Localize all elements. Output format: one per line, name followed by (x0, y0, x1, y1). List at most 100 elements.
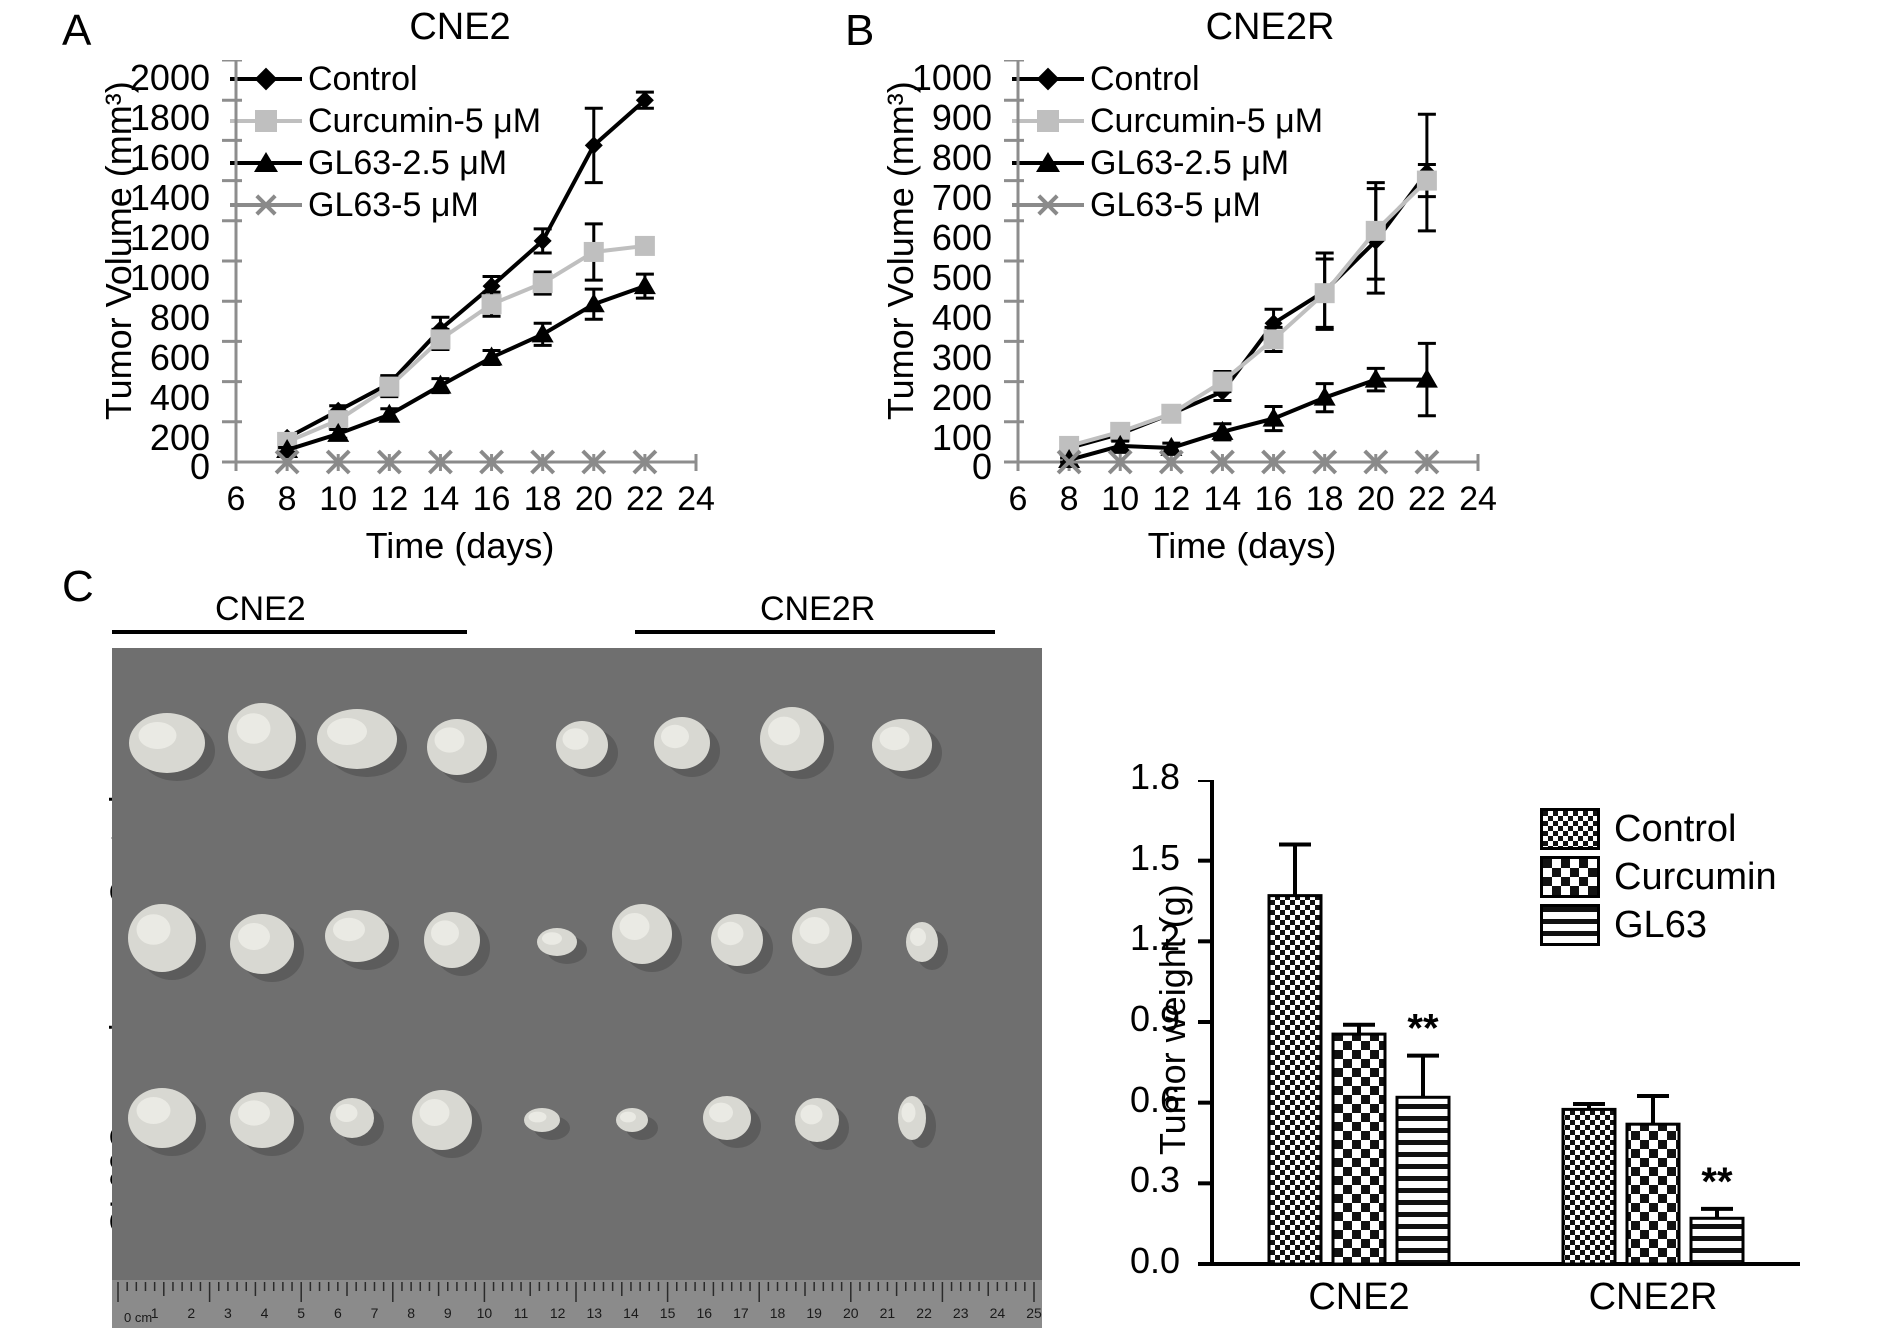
svg-text:11: 11 (514, 1305, 529, 1321)
panel-b-plot (1004, 60, 1480, 475)
panel-a-plot (222, 60, 698, 475)
panel-b-ytick: 600 (931, 217, 992, 258)
svg-text:5: 5 (297, 1305, 305, 1321)
bar-y-tick-label: 0.6 (1129, 1078, 1180, 1120)
svg-text:25: 25 (1026, 1305, 1042, 1321)
x-tick-label: 6 (226, 480, 246, 518)
x-tick-label: 6 (1008, 480, 1028, 518)
x-tick-label: 20 (574, 480, 613, 518)
svg-text:0 cm: 0 cm (124, 1310, 152, 1325)
panel-b-title: CNE2R (1205, 6, 1335, 48)
legend-item-curcumin[interactable]: Curcumin-5 μM (230, 100, 541, 142)
panel-a-ytick: 1800 (129, 97, 210, 138)
legend-item-control[interactable]: Control (230, 58, 541, 100)
svg-text:16: 16 (696, 1305, 712, 1321)
svg-text:**: ** (1701, 1160, 1733, 1204)
legend-item-gl63-25[interactable]: GL63-2.5 μM (1012, 142, 1323, 184)
svg-text:21: 21 (880, 1305, 896, 1321)
panel-b-ytick: 300 (931, 337, 992, 378)
legend-item-control[interactable]: Control (1012, 58, 1323, 100)
svg-text:9: 9 (444, 1305, 452, 1321)
x-tick-label: 24 (677, 480, 715, 518)
gl63-25-marker-icon (1012, 148, 1084, 178)
x-tick-label: 8 (277, 480, 297, 518)
x-tick-label: 24 (1459, 480, 1497, 518)
svg-text:2: 2 (187, 1305, 195, 1321)
bar-legend-swatch-bold-checker (1540, 856, 1600, 898)
bar-legend-label: Curcumin (1614, 856, 1777, 898)
svg-text:15: 15 (660, 1305, 676, 1321)
legend-label: GL63-2.5 μM (1090, 144, 1290, 182)
bar-y-tick-label: 0.9 (1129, 998, 1180, 1039)
bar-y-tick-label: 1.8 (1129, 756, 1180, 797)
curcumin-marker-icon (1012, 106, 1084, 136)
photo-group-label-cne2r: CNE2R (760, 590, 876, 628)
legend-label: Curcumin-5 μM (1090, 102, 1324, 140)
x-tick-label: 22 (1407, 480, 1446, 518)
bar-y-tick-label: 1.5 (1129, 836, 1180, 878)
cne2r-group-rule (635, 630, 995, 634)
panel-a-ytick: 0 (189, 446, 210, 487)
x-tick-label: 16 (472, 480, 511, 518)
panel-a-legend: Control Curcumin-5 μM GL63-2.5 μM GL63-5… (230, 58, 541, 226)
bar-y-tick-label: 1.2 (1129, 917, 1180, 959)
bar-group-label: CNE2 (1308, 1276, 1410, 1318)
gl63-5-marker-icon (1012, 190, 1084, 220)
bar-legend-item-curcumin[interactable]: Curcumin (1540, 853, 1777, 901)
panel-a-ytick: 200 (149, 417, 210, 458)
gl63-25-marker-icon (230, 148, 302, 178)
legend-label: GL63-5 μM (308, 186, 479, 224)
control-marker-icon (1012, 64, 1084, 94)
bar-legend-item-gl63[interactable]: GL63 (1540, 901, 1777, 949)
panel-b-ytick: 400 (931, 297, 992, 338)
bar-legend-label: GL63 (1614, 904, 1707, 946)
panel-a-x-axis-label: Time (days) (365, 525, 555, 566)
legend-label: GL63-2.5 μM (308, 144, 508, 182)
x-tick-label: 14 (421, 480, 460, 518)
svg-text:17: 17 (733, 1305, 749, 1321)
svg-text:6: 6 (334, 1305, 342, 1321)
legend-item-gl63-25[interactable]: GL63-2.5 μM (230, 142, 541, 184)
svg-text:18: 18 (770, 1305, 786, 1321)
legend-item-curcumin[interactable]: Curcumin-5 μM (1012, 100, 1323, 142)
x-tick-label: 12 (1152, 480, 1191, 518)
panel-b-ytick: 900 (931, 97, 992, 138)
bar-y-tick-label: 0.0 (1129, 1240, 1180, 1281)
panel-a-ytick: 1200 (129, 217, 210, 258)
panel-a-ytick: 1600 (129, 137, 210, 178)
tumor-photograph: 1 2 3 4 5 6 7 8 9 10 11 12 13 14 15 16 17 18 19 20 21 22 23 24 2… (112, 648, 1042, 1328)
bar-legend-label: Control (1614, 808, 1737, 850)
curcumin-marker-icon (230, 106, 302, 136)
svg-text:23: 23 (953, 1305, 969, 1321)
panel-b-ytick: 800 (931, 137, 992, 178)
svg-text:7: 7 (371, 1305, 379, 1321)
x-tick-label: 22 (625, 480, 664, 518)
panel-b-ytick: 100 (931, 417, 992, 458)
panel-b-ytick: 500 (931, 257, 992, 298)
bar-legend-swatch-fine-checker (1540, 808, 1600, 850)
legend-item-gl63-5[interactable]: GL63-5 μM (1012, 184, 1323, 226)
panel-a-ytick: 1000 (129, 257, 210, 298)
panel-b-x-axis-label: Time (days) (1147, 525, 1337, 566)
panel-b-letter: B (845, 6, 875, 55)
bar-legend-swatch-h-stripes (1540, 904, 1600, 946)
svg-text:19: 19 (806, 1305, 822, 1321)
legend-label: Curcumin-5 μM (308, 102, 542, 140)
svg-text:8: 8 (407, 1305, 415, 1321)
legend-label: GL63-5 μM (1090, 186, 1261, 224)
legend-label: Control (1090, 60, 1200, 98)
panel-c-letter: C (62, 562, 94, 611)
bar-legend-item-control[interactable]: Control (1540, 805, 1777, 853)
legend-item-gl63-5[interactable]: GL63-5 μM (230, 184, 541, 226)
x-tick-label: 14 (1203, 480, 1242, 518)
panel-a-ytick: 2000 (129, 57, 210, 98)
panel-b-legend: Control Curcumin-5 μM GL63-2.5 μM GL63-5… (1012, 58, 1323, 226)
svg-text:**: ** (1407, 1007, 1439, 1051)
panel-a-letter: A (62, 6, 92, 55)
panel-a-ytick: 1400 (129, 177, 210, 218)
gl63-5-marker-icon (230, 190, 302, 220)
svg-text:12: 12 (550, 1305, 566, 1321)
bar-legend: Control Curcumin GL63 (1540, 805, 1777, 949)
panel-b-ytick: 700 (931, 177, 992, 218)
x-tick-label: 18 (523, 480, 562, 518)
